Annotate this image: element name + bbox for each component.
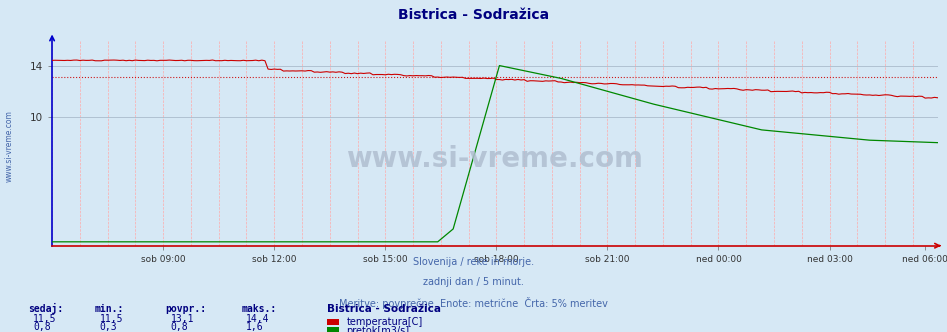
Text: Slovenija / reke in morje.: Slovenija / reke in morje.: [413, 257, 534, 267]
Text: sedaj:: sedaj:: [28, 303, 63, 314]
Text: 0,3: 0,3: [99, 322, 117, 332]
Text: Bistrica - Sodražica: Bistrica - Sodražica: [398, 8, 549, 22]
Text: 1,6: 1,6: [246, 322, 264, 332]
Text: www.si-vreme.com: www.si-vreme.com: [347, 145, 643, 173]
Text: 0,8: 0,8: [33, 322, 51, 332]
Text: temperatura[C]: temperatura[C]: [347, 317, 423, 327]
Text: povpr.:: povpr.:: [166, 304, 206, 314]
Text: www.si-vreme.com: www.si-vreme.com: [5, 110, 14, 182]
Text: 11,5: 11,5: [99, 314, 123, 324]
Text: Meritve: povprečne  Enote: metrične  Črta: 5% meritev: Meritve: povprečne Enote: metrične Črta:…: [339, 297, 608, 309]
Text: pretok[m3/s]: pretok[m3/s]: [347, 326, 410, 332]
Text: 11,5: 11,5: [33, 314, 57, 324]
Text: zadnji dan / 5 minut.: zadnji dan / 5 minut.: [423, 277, 524, 287]
Text: Bistrica - Sodražica: Bistrica - Sodražica: [327, 304, 440, 314]
Text: min.:: min.:: [95, 304, 124, 314]
Text: 0,8: 0,8: [170, 322, 188, 332]
Text: 14,4: 14,4: [246, 314, 270, 324]
Text: 13,1: 13,1: [170, 314, 194, 324]
Text: maks.:: maks.:: [241, 304, 277, 314]
